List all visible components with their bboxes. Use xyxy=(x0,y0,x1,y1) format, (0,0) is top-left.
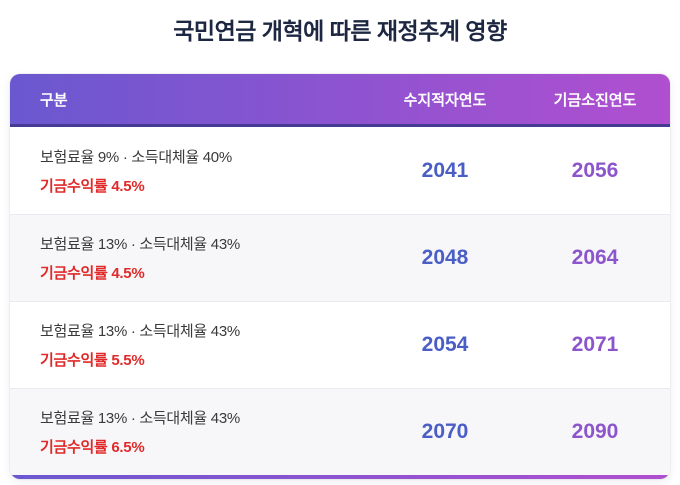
row-condition-text: 보험료율 9% · 소득대체율 40% xyxy=(40,148,232,166)
row-condition-text: 보험료율 13% · 소득대체율 43% xyxy=(40,236,240,253)
deficit-year-value: 2070 xyxy=(421,420,469,443)
row-return-rate-text: 기금수익률 4.5% xyxy=(40,177,145,195)
page-title: 국민연금 개혁에 따른 재정추계 영향 xyxy=(173,18,507,44)
row-category-cell: 보험료율 9% · 소득대체율 40% 기금수익률 4.5% xyxy=(10,146,370,196)
table-bottom-accent-bar xyxy=(10,475,670,479)
row-return-rate-text: 기금수익률 5.5% xyxy=(40,352,145,369)
depletion-year-value: 2056 xyxy=(571,158,619,182)
table-row: 보험료율 13% · 소득대체율 43% 기금수익률 4.5% 2048 206… xyxy=(10,214,670,301)
depletion-year-value: 2064 xyxy=(571,246,619,269)
table-row: 보험료율 9% · 소득대체율 40% 기금수익률 4.5% 2041 2056 xyxy=(10,127,670,214)
depletion-year-value: 2071 xyxy=(571,333,619,356)
deficit-year-value: 2054 xyxy=(421,333,469,356)
row-condition-text: 보험료율 13% · 소득대체율 43% xyxy=(40,410,240,427)
column-header-depletion-year: 기금소진연도 xyxy=(553,91,637,109)
depletion-year-value: 2090 xyxy=(571,420,619,443)
row-condition-text: 보험료율 13% · 소득대체율 43% xyxy=(40,323,240,340)
deficit-year-value: 2048 xyxy=(421,246,469,269)
column-header-deficit-year: 수지적자연도 xyxy=(403,91,487,109)
table-row: 보험료율 13% · 소득대체율 43% 기금수익률 5.5% 2054 207… xyxy=(10,301,670,388)
table-header-row: 구분 수지적자연도 기금소진연도 xyxy=(10,74,670,127)
row-category-cell: 보험료율 13% · 소득대체율 43% 기금수익률 4.5% xyxy=(10,233,370,283)
row-category-cell: 보험료율 13% · 소득대체율 43% 기금수익률 6.5% xyxy=(10,407,370,457)
row-return-rate-text: 기금수익률 4.5% xyxy=(40,265,145,282)
row-category-cell: 보험료율 13% · 소득대체율 43% 기금수익률 5.5% xyxy=(10,320,370,370)
pension-projection-table: 구분 수지적자연도 기금소진연도 보험료율 9% · 소득대체율 40% 기금수… xyxy=(10,74,670,479)
deficit-year-value: 2041 xyxy=(421,158,469,182)
table-row: 보험료율 13% · 소득대체율 43% 기금수익률 6.5% 2070 209… xyxy=(10,388,670,475)
column-header-category: 구분 xyxy=(40,91,68,109)
row-return-rate-text: 기금수익률 6.5% xyxy=(40,439,145,456)
